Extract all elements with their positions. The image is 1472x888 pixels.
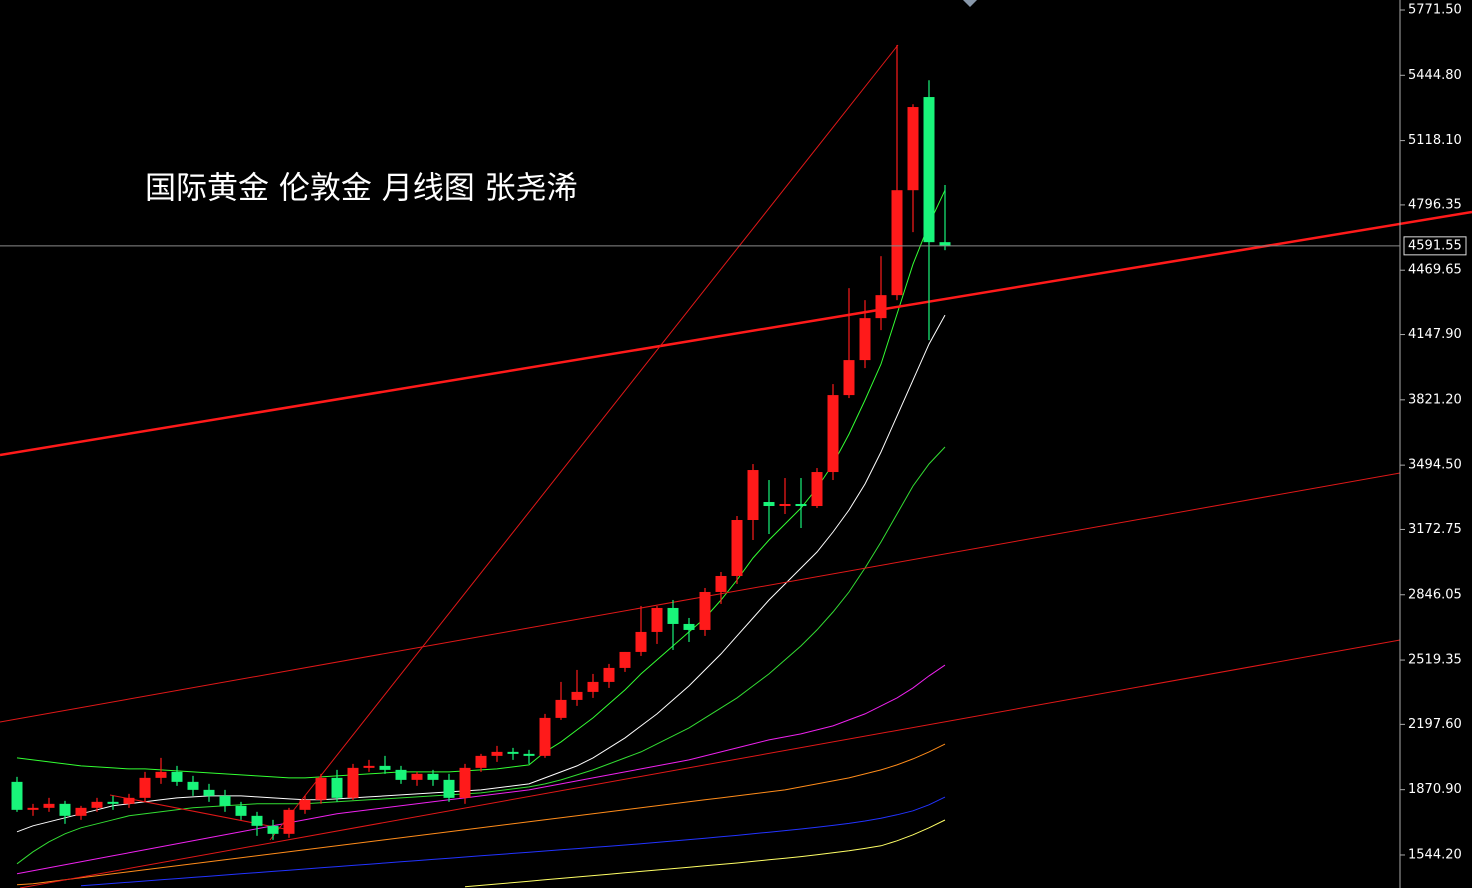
- candle-body: [11, 781, 23, 810]
- candle-body: [139, 777, 151, 798]
- candle-body: [171, 771, 183, 782]
- y-tick-label: 3494.50: [1408, 458, 1462, 473]
- trendline: [0, 210, 1472, 457]
- candle-body: [395, 769, 407, 780]
- y-axis: 5771.50 5444.80 5118.10 4796.35 4469.65 4147.…: [1400, 2, 1462, 862]
- y-tick-label: 2519.35: [1408, 653, 1462, 668]
- candle-body: [555, 699, 567, 718]
- y-tick-label: 5771.50: [1408, 2, 1462, 17]
- candle-body: [283, 809, 295, 834]
- candle-body: [811, 472, 823, 507]
- candle-body: [331, 777, 343, 798]
- moving-average: [80, 796, 946, 887]
- moving-average: [16, 446, 946, 865]
- y-tick-label: 3821.20: [1408, 392, 1462, 407]
- moving-average: [16, 664, 946, 875]
- candle-body: [427, 773, 439, 780]
- candle-body: [123, 797, 135, 804]
- candle-body: [859, 318, 871, 361]
- candle-body: [235, 805, 247, 816]
- candle-body: [651, 607, 663, 632]
- candle-body: [363, 765, 375, 768]
- candle-body: [923, 97, 935, 243]
- candle-body: [27, 807, 39, 810]
- candle-body: [763, 502, 775, 507]
- candle-body: [507, 751, 519, 754]
- candle-body: [907, 107, 919, 191]
- candle-body: [187, 781, 199, 790]
- candle-body: [379, 765, 391, 770]
- y-tick-label: 4147.90: [1408, 327, 1462, 342]
- candle-body: [699, 591, 711, 630]
- moving-average: [16, 743, 946, 886]
- candle-body: [587, 681, 599, 692]
- candle-body: [43, 803, 55, 808]
- last-price-label: 4591.55: [1408, 238, 1462, 253]
- y-tick-label: 1870.90: [1408, 782, 1462, 797]
- candle-body: [411, 773, 423, 780]
- y-tick-label: 2197.60: [1408, 717, 1462, 732]
- marker: [963, 0, 977, 7]
- y-tick-label: 3172.75: [1408, 522, 1462, 537]
- candle-body: [843, 360, 855, 396]
- candle-body: [827, 395, 839, 473]
- y-tick-label: 4469.65: [1408, 263, 1462, 278]
- candle-body: [155, 771, 167, 778]
- candle-body: [107, 801, 119, 804]
- candle-body: [267, 825, 279, 834]
- candle-body: [299, 799, 311, 810]
- moving-average: [464, 819, 946, 888]
- candle-body: [635, 631, 647, 652]
- candle-body: [667, 607, 679, 624]
- candle-body: [203, 789, 215, 796]
- candle-body: [315, 777, 327, 800]
- moving-average: [16, 314, 946, 833]
- y-tick-label: 4796.35: [1408, 197, 1462, 212]
- candle-body: [475, 755, 487, 768]
- y-tick-label: 5444.80: [1408, 68, 1462, 83]
- candle-body: [683, 623, 695, 630]
- candle-body: [795, 504, 807, 507]
- last-price-box: [1403, 236, 1467, 256]
- candles: [11, 45, 951, 840]
- candle-body: [219, 795, 231, 806]
- candle-body: [539, 717, 551, 756]
- y-tick-label: 2846.05: [1408, 587, 1462, 602]
- candle-body: [59, 803, 71, 816]
- candle-body: [779, 504, 791, 507]
- candle-body: [747, 470, 759, 521]
- candle-body: [891, 190, 903, 296]
- candle-body: [347, 767, 359, 798]
- candle-body: [715, 575, 727, 592]
- candle-body: [731, 520, 743, 576]
- candle-body: [939, 242, 951, 246]
- trendline: [19, 639, 1401, 888]
- candle-body: [491, 751, 503, 756]
- candle-body: [571, 691, 583, 700]
- candle-body: [91, 801, 103, 808]
- trendline: [269, 44, 899, 841]
- candle-body: [875, 295, 887, 319]
- candle-body: [619, 651, 631, 668]
- moving-averages: [16, 189, 946, 888]
- chart-title: 国际黄金 伦敦金 月线图 张尧浠: [145, 171, 578, 207]
- candle-body: [75, 807, 87, 816]
- candle-body: [603, 667, 615, 682]
- candle-body: [443, 779, 455, 798]
- candle-body: [523, 753, 535, 756]
- y-tick-label: 5118.10: [1408, 133, 1462, 148]
- candle-body: [251, 815, 263, 826]
- y-tick-label: 1544.20: [1408, 847, 1462, 862]
- candle-body: [459, 767, 471, 798]
